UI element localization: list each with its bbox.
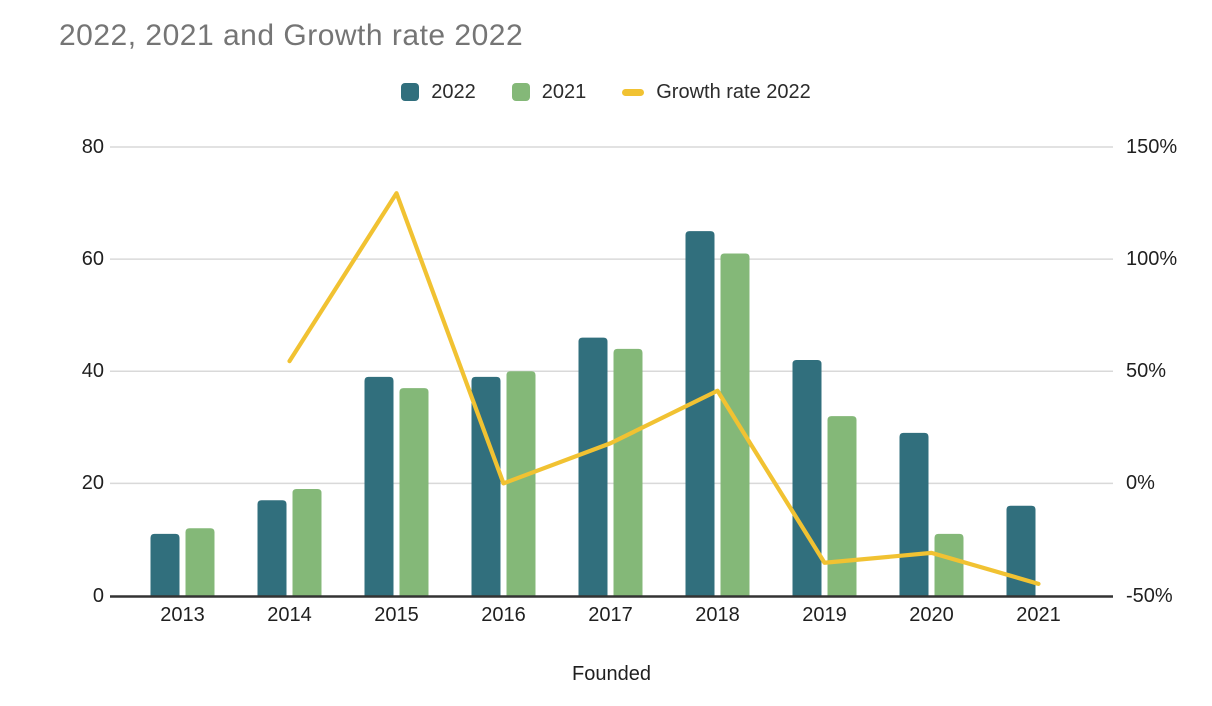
legend-label: 2022: [431, 80, 476, 103]
legend-square-marker-icon: [511, 83, 530, 101]
legend-item-growth-rate-2022: Growth rate 2022: [622, 81, 811, 104]
x-axis-label-2020: 2020: [909, 604, 954, 626]
bar-2022-2021: [1006, 505, 1036, 596]
bar-2021-2019: [827, 416, 857, 596]
bar-2022-2013: [150, 533, 180, 596]
x-axis-label-2016: 2016: [481, 604, 526, 626]
bar-2021-2020: [934, 533, 964, 596]
x-axis-label-2018: 2018: [695, 604, 740, 626]
right-axis-tick-50%: 50%: [1126, 360, 1167, 383]
left-axis-tick-80: 80: [81, 136, 104, 158]
x-axis-label-2015: 2015: [374, 604, 419, 626]
left-axis-tick-40: 40: [81, 360, 104, 383]
bar-2022-2018: [685, 231, 715, 596]
x-axis-title: Founded: [572, 663, 651, 685]
left-axis-tick-20: 20: [81, 472, 104, 495]
bar-2021-2015: [399, 388, 429, 596]
right-axis-tick-0%: 0%: [1126, 472, 1155, 495]
bar-2022-2020: [899, 432, 929, 596]
bar-2021-2018: [720, 253, 750, 596]
legend-label: 2021: [541, 80, 587, 103]
bar-2021-2013: [185, 528, 215, 596]
growth-rate-line: [287, 191, 1041, 586]
bar-2022-2016: [471, 376, 501, 596]
x-axis-label-2019: 2019: [802, 604, 847, 626]
bar-2021-2017: [613, 348, 643, 596]
legend-item-2022: 2022: [401, 81, 476, 104]
left-axis-tick-0: 0: [92, 584, 104, 607]
legend-square-marker-icon: [401, 83, 420, 101]
left-axis-tick-60: 60: [81, 248, 104, 271]
x-axis-label-2014: 2014: [267, 604, 312, 626]
bar-2022-2017: [578, 337, 608, 596]
bar-2022-2015: [364, 376, 394, 596]
bar-2021-2016: [506, 371, 536, 596]
right-axis-tick-100%: 100%: [1126, 248, 1178, 271]
bar-2022-2014: [257, 500, 287, 596]
x-axis-label-2013: 2013: [160, 604, 205, 626]
legend-line-marker-icon: [622, 88, 645, 96]
right-axis-tick--50%: -50%: [1126, 584, 1173, 607]
x-axis-label-2017: 2017: [588, 604, 633, 626]
chart-title: 2022, 2021 and Growth rate 2022: [59, 19, 524, 52]
bar-2021-2014: [292, 488, 322, 596]
chart-legend: 2022 2021 Growth rate 2022: [0, 81, 1212, 103]
legend-label: Growth rate 2022: [656, 80, 811, 103]
right-axis-tick-150%: 150%: [1126, 136, 1178, 158]
legend-item-2021: 2021: [511, 80, 587, 104]
x-axis-label-2021: 2021: [1016, 604, 1061, 626]
bar-2022-2019: [792, 360, 822, 596]
